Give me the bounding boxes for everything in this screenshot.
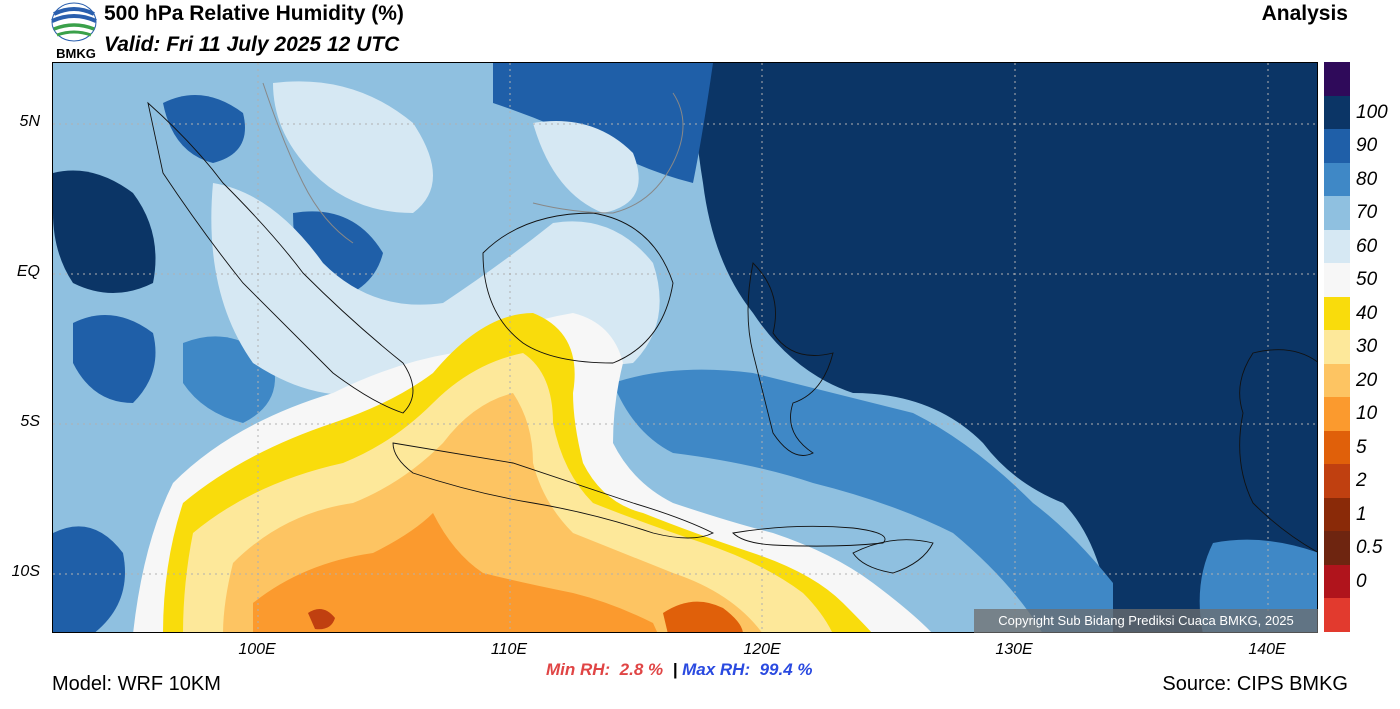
- colorbar-label: 100: [1356, 101, 1388, 123]
- colorbar-cell: [1324, 564, 1350, 599]
- lat-label-5s: 5S: [20, 413, 40, 430]
- colorbar-label: 90: [1356, 135, 1378, 157]
- stats-separator: |: [672, 660, 678, 679]
- colorbar-cell: [1324, 229, 1350, 264]
- papua-coast: [1239, 349, 1317, 553]
- colorbar-label: 60: [1356, 235, 1378, 257]
- sumatra-coast: [147, 101, 414, 414]
- colorbar-label: 20: [1356, 369, 1378, 391]
- rh-80-90-north: [493, 63, 713, 183]
- rh-stats: Min RH: 2.8 % | Max RH: 99.4 %: [546, 660, 813, 680]
- colorbar-label: 0.5: [1356, 537, 1383, 559]
- colorbar-cell: [1324, 598, 1350, 632]
- lon-label-120e: 120E: [743, 641, 781, 658]
- lon-label-100e: 100E: [238, 641, 276, 658]
- colorbar-cell: [1324, 263, 1350, 297]
- colorbar-cell: [1324, 397, 1350, 431]
- colorbar-cell: [1324, 464, 1350, 498]
- source-label: Source: CIPS BMKG: [1162, 673, 1348, 695]
- colorbar-cell: [1324, 531, 1350, 565]
- lat-label-eq: EQ: [16, 263, 40, 280]
- valid-time: Valid: Fri 11 July 2025 12 UTC: [104, 33, 400, 56]
- max-rh-label: Max RH:: [682, 660, 751, 679]
- coastlines: [147, 101, 1317, 574]
- copyright-notice: Copyright Sub Bidang Prediksi Cuaca BMKG…: [974, 609, 1318, 633]
- colorbar-label: 0: [1356, 570, 1367, 592]
- java-coast: [392, 442, 715, 539]
- chart-title: 500 hPa Relative Humidity (%): [104, 2, 404, 25]
- model-label: Model: WRF 10KM: [52, 673, 221, 695]
- rh-70-80-central: [613, 369, 1113, 632]
- bmkg-logo: BMKG: [51, 2, 97, 60]
- colorbar-cell: [1324, 363, 1350, 398]
- colorbar-label: 2: [1356, 470, 1367, 492]
- min-rh-label: Min RH:: [546, 660, 611, 679]
- colorbar-cell: [1324, 95, 1350, 130]
- analysis-label: Analysis: [1261, 2, 1348, 25]
- svg-text:BMKG: BMKG: [56, 46, 96, 60]
- max-rh-value: 99.4 %: [759, 660, 813, 679]
- colorbar-cell: [1324, 129, 1350, 163]
- colorbar-label: 50: [1356, 269, 1378, 291]
- rh-90-100-zone: [693, 63, 1317, 632]
- lat-label-10s: 10S: [11, 563, 40, 580]
- borneo-coast: [482, 212, 674, 364]
- colorbar-cell: [1324, 330, 1350, 364]
- colorbar-label: 10: [1356, 403, 1378, 425]
- colorbar-cell: [1324, 430, 1350, 465]
- min-rh-value: 2.8 %: [619, 660, 664, 679]
- colorbar-cell: [1324, 62, 1350, 96]
- colorbar-label: 80: [1356, 168, 1378, 190]
- rh-2-5-zone: [663, 601, 743, 632]
- borders: [262, 82, 684, 244]
- sulawesi-coast: [747, 262, 834, 456]
- rh-70-80-southeast: [1199, 539, 1317, 632]
- colorbar-cell: [1324, 162, 1350, 197]
- humidity-field: [53, 63, 1317, 632]
- humidity-map: [52, 62, 1318, 633]
- colorbar: [1324, 62, 1350, 632]
- colorbar-label: 5: [1356, 436, 1367, 458]
- colorbar-cell: [1324, 296, 1350, 331]
- graticule: [53, 63, 1317, 632]
- lat-label-5n: 5N: [19, 113, 40, 130]
- nusa-tenggara-coast: [732, 525, 886, 547]
- colorbar-label: 40: [1356, 302, 1378, 324]
- lon-label-140e: 140E: [1248, 641, 1286, 658]
- rh-90-west-patch: [53, 170, 156, 293]
- colorbar-cell: [1324, 196, 1350, 230]
- lon-label-110e: 110E: [490, 641, 528, 658]
- colorbar-label: 30: [1356, 336, 1378, 358]
- colorbar-label: 70: [1356, 202, 1378, 224]
- colorbar-label: 1: [1356, 503, 1367, 525]
- lon-label-130e: 130E: [995, 641, 1033, 658]
- colorbar-cell: [1324, 497, 1350, 532]
